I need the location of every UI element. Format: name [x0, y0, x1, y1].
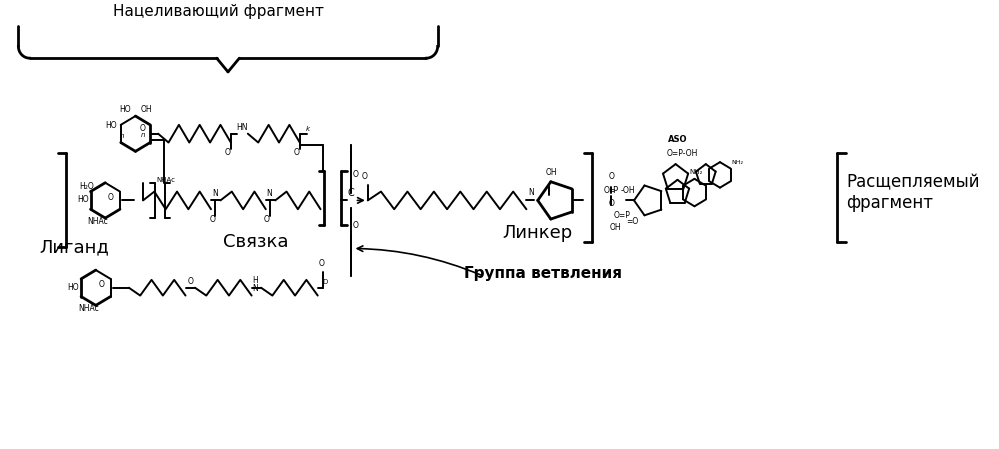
Text: O=P: O=P [613, 211, 630, 220]
Text: O: O [608, 172, 614, 181]
Text: O: O [108, 193, 114, 202]
Text: HO: HO [68, 282, 79, 292]
Text: O: O [319, 259, 325, 268]
Text: O: O [188, 277, 193, 286]
Text: O: O [608, 199, 614, 208]
Text: HO: HO [119, 105, 131, 114]
Text: O: O [264, 215, 270, 224]
Text: HO: HO [105, 121, 117, 130]
Text: NH₂: NH₂ [689, 169, 703, 175]
Text: O=P-OH: O=P-OH [666, 149, 697, 158]
Text: O: O [225, 148, 231, 157]
Text: OH: OH [140, 105, 152, 114]
Text: k: k [306, 126, 310, 132]
Text: HN: HN [237, 123, 248, 132]
Text: Расщепляемый
фрагмент: Расщепляемый фрагмент [846, 173, 980, 212]
Text: N: N [528, 189, 534, 198]
Text: =O: =O [626, 217, 638, 226]
Text: O: O [294, 148, 300, 157]
Text: Группа ветвления: Группа ветвления [465, 266, 622, 281]
Text: NHAc: NHAc [87, 217, 108, 226]
Text: N: N [212, 189, 218, 198]
Text: D: D [323, 279, 328, 285]
Text: -OH: -OH [620, 185, 635, 194]
Text: HO: HO [77, 195, 89, 204]
Text: N: N [253, 284, 259, 293]
Text: Связка: Связка [224, 233, 289, 251]
Text: P: P [612, 185, 617, 194]
Text: O: O [362, 172, 368, 181]
Text: NHAc: NHAc [78, 304, 99, 313]
Text: C: C [348, 189, 354, 198]
Text: OH: OH [609, 223, 621, 232]
Text: N: N [267, 189, 273, 198]
Text: Лиганд: Лиганд [39, 238, 109, 256]
Text: O: O [210, 215, 216, 224]
Text: n: n [120, 132, 124, 139]
Text: Нацеливающий фрагмент: Нацеливающий фрагмент [113, 4, 324, 19]
Text: OH: OH [545, 168, 556, 177]
Text: O: O [99, 280, 105, 289]
Text: O: O [353, 170, 359, 179]
Text: n: n [141, 132, 146, 138]
Text: O: O [140, 124, 146, 133]
Text: NHAc: NHAc [156, 177, 175, 183]
Text: H: H [253, 276, 259, 285]
Text: Линкер: Линкер [501, 224, 572, 242]
Text: ASO: ASO [667, 135, 687, 144]
Text: O: O [353, 221, 359, 230]
Text: NH₂: NH₂ [731, 160, 743, 165]
Text: O=: O= [603, 185, 616, 194]
Text: H₂O: H₂O [79, 181, 94, 190]
